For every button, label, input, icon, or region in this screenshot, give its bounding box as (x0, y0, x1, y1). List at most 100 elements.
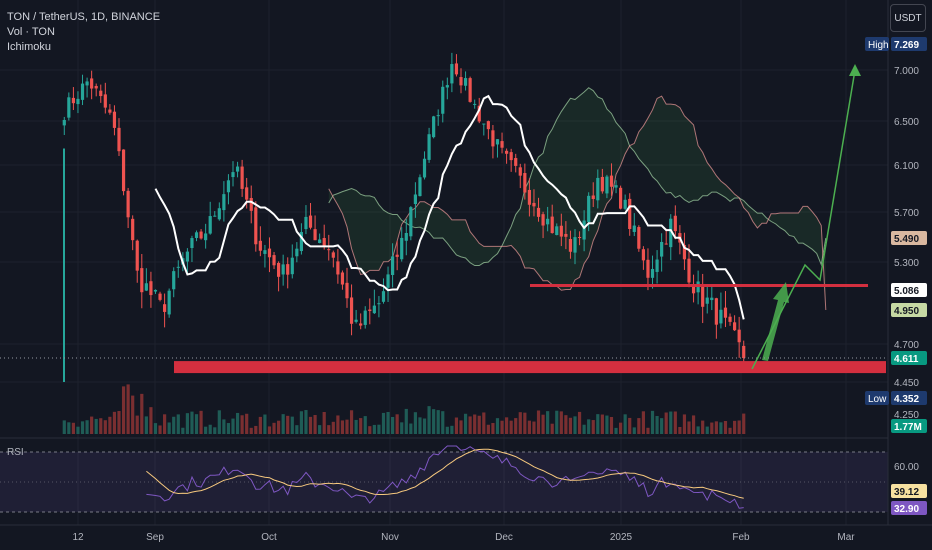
volume-bar (222, 419, 226, 434)
volume-bar (623, 414, 627, 434)
candle-body (108, 109, 112, 113)
candle-body (327, 249, 331, 251)
candle-body (714, 298, 718, 325)
rsi-panel (0, 437, 888, 513)
candle-body (491, 130, 495, 147)
candle-body (710, 297, 714, 301)
price-tick: 4.700 (894, 340, 919, 351)
volume-bar (546, 411, 550, 434)
volume-bar (108, 416, 112, 434)
rsi-badge-bg (891, 484, 927, 498)
candle-body (249, 198, 253, 211)
candle-body (308, 215, 313, 228)
candle-body (290, 257, 294, 275)
volume-bar (705, 426, 709, 434)
candle-body (176, 266, 180, 268)
volume-bar (445, 426, 449, 434)
candle-body (463, 78, 468, 86)
candle-body (691, 286, 696, 294)
volume-bar (669, 411, 673, 434)
candle-body (422, 158, 427, 178)
candle-body (587, 195, 591, 223)
candle-body (372, 305, 376, 314)
volume-bar (527, 420, 531, 434)
candle-body (354, 319, 358, 322)
volume-bar (459, 420, 463, 434)
volume-bar (94, 418, 98, 434)
low-value-bg (891, 391, 927, 405)
volume-bar (655, 415, 659, 434)
time-tick: Dec (495, 532, 513, 543)
candle-body (632, 225, 636, 232)
high-value-bg (891, 37, 927, 51)
ichimoku-indicator-label[interactable]: Ichimoku (7, 41, 52, 53)
candle-body (226, 180, 231, 193)
volume-bar (650, 410, 655, 434)
candle-body (486, 121, 490, 130)
candle-body (664, 243, 668, 245)
candle-body (140, 268, 144, 293)
volume-bar (400, 422, 404, 434)
candle-body (281, 264, 285, 275)
candle-body (377, 303, 381, 305)
high-tag-bg (865, 37, 889, 51)
volume-bar (381, 412, 386, 434)
volume-bar (505, 417, 509, 434)
currency-button[interactable]: USDT (890, 4, 926, 32)
volume-bar (614, 427, 618, 434)
volume-bar (733, 420, 737, 434)
symbol-title[interactable]: TON / TetherUS, 1D, BINANCE (7, 11, 161, 23)
volume-bar (646, 427, 650, 434)
volume-bar (564, 415, 568, 434)
volume-bar (409, 423, 413, 434)
volume-bar (149, 407, 153, 434)
volume-bar (158, 425, 162, 434)
volume-bar (678, 427, 682, 434)
volume-bar (208, 424, 212, 434)
volume-bar (463, 413, 468, 434)
volume-bar (121, 386, 126, 434)
candle-body (409, 207, 413, 237)
candle-body (190, 238, 194, 248)
candle-body (660, 241, 664, 257)
candle-body (477, 105, 481, 122)
volume-bar (495, 418, 500, 434)
candle-body (445, 85, 449, 88)
volume-bar (619, 422, 623, 434)
volume-bar (103, 420, 107, 434)
volume-bar (660, 418, 664, 434)
candle-body (117, 127, 121, 152)
volume-bar (331, 421, 335, 434)
volume-bar (245, 413, 249, 434)
volume-bar (340, 420, 345, 434)
volume-bar (286, 415, 290, 434)
candle-body (208, 216, 212, 234)
candle-body (359, 323, 363, 326)
price-badge-bg (891, 283, 927, 297)
volume-bars (62, 384, 746, 434)
candle-body (277, 262, 281, 277)
candle-body (235, 166, 240, 172)
candle-body (363, 310, 367, 325)
volume-bar (263, 414, 267, 434)
candle-body (386, 274, 390, 288)
volume-indicator-label[interactable]: Vol · TON (7, 26, 55, 38)
candle-body (577, 237, 582, 239)
candle-body (322, 238, 326, 247)
rsi-indicator-label[interactable]: RSI (7, 447, 24, 458)
candle-body (742, 345, 746, 358)
volume-bar (710, 422, 714, 434)
price-badge-bg (891, 351, 927, 365)
rsi-badge-bg (891, 501, 927, 515)
volume-bar (135, 415, 139, 434)
volume-bar (696, 426, 700, 434)
time-tick: Feb (732, 532, 750, 543)
volume-bar (313, 415, 317, 434)
volume-bar (395, 414, 399, 434)
volume-bar (728, 427, 732, 434)
candle-body (90, 78, 94, 89)
volume-bar (295, 425, 299, 434)
volume-bar (541, 414, 545, 434)
time-tick: Mar (837, 532, 855, 543)
